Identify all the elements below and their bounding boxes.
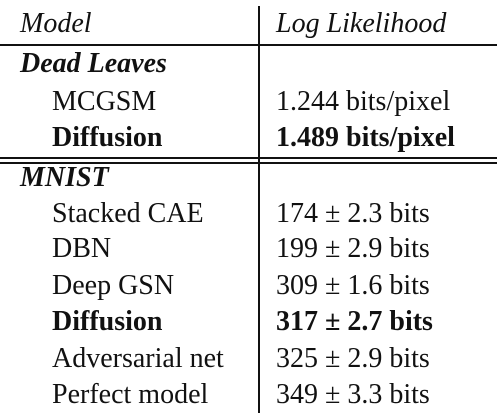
row-value: 199 ± 2.9 bits <box>276 233 430 264</box>
row-value: 309 ± 1.6 bits <box>276 270 430 301</box>
row-value: 349 ± 3.3 bits <box>276 379 430 410</box>
row-value: 325 ± 2.9 bits <box>276 343 430 374</box>
row-model: DBN <box>52 233 112 264</box>
row-model: Perfect model <box>52 379 209 410</box>
header-log-likelihood: Log Likelihood <box>276 8 447 39</box>
section-dead-leaves: Dead Leaves <box>20 48 167 79</box>
section-mnist: MNIST <box>20 162 109 193</box>
header-rule <box>0 44 497 46</box>
row-value: 1.244 bits/pixel <box>276 86 451 117</box>
row-model: Adversarial net <box>52 343 224 374</box>
row-model: Stacked CAE <box>52 198 204 229</box>
row-model: MCGSM <box>52 86 157 117</box>
header-model: Model <box>20 8 92 39</box>
row-model: Diffusion <box>52 306 163 337</box>
row-value: 317 ± 2.7 bits <box>276 306 433 337</box>
section-rule-bottom <box>0 162 497 164</box>
column-divider <box>258 6 260 413</box>
row-value: 1.489 bits/pixel <box>276 122 455 153</box>
row-value: 174 ± 2.3 bits <box>276 198 430 229</box>
row-model: Diffusion <box>52 122 163 153</box>
row-model: Deep GSN <box>52 270 175 301</box>
section-rule-top <box>0 157 497 159</box>
